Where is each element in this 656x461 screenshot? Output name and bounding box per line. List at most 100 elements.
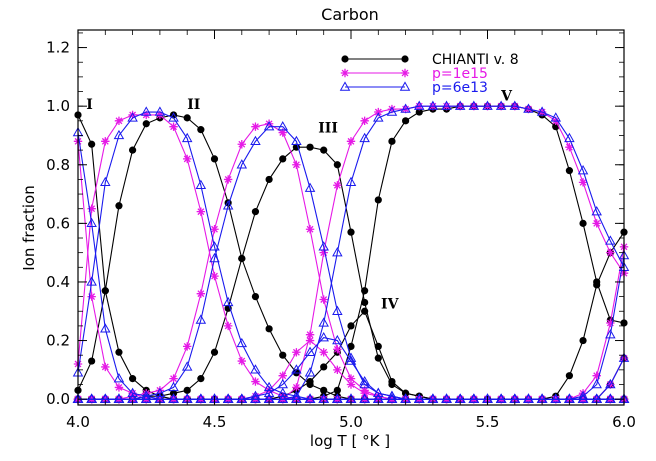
data-point-triangle — [250, 364, 261, 374]
data-point-asterisk — [114, 383, 124, 392]
data-point-asterisk — [196, 207, 206, 216]
data-point-triangle — [605, 329, 616, 339]
data-point-triangle — [495, 393, 507, 403]
data-point-circle — [279, 155, 287, 163]
data-point-asterisk — [346, 380, 356, 389]
data-point-asterisk — [155, 386, 165, 395]
data-point-asterisk — [223, 175, 233, 184]
data-point-asterisk — [592, 219, 601, 228]
ion-stage-label-v: V — [500, 88, 513, 104]
data-point-asterisk — [87, 204, 96, 213]
data-point-triangle — [250, 393, 261, 403]
data-point-triangle — [318, 317, 329, 327]
x-tick-label: 6.0 — [612, 413, 636, 431]
data-point-triangle — [154, 106, 166, 116]
data-point-triangle — [509, 100, 521, 110]
data-point-asterisk — [237, 140, 246, 149]
y-tick-label: 1.2 — [46, 39, 70, 57]
data-point-triangle — [140, 393, 152, 403]
data-point-asterisk — [346, 374, 356, 383]
legend-label: CHIANTI v. 8 — [432, 52, 519, 68]
series-layer — [72, 100, 630, 404]
data-point-triangle — [250, 135, 261, 146]
data-point-triangle — [304, 393, 316, 403]
data-point-asterisk — [223, 321, 233, 331]
data-point-triangle — [236, 159, 248, 169]
data-point-circle — [183, 386, 191, 394]
data-point-circle — [333, 161, 341, 169]
data-point-asterisk — [101, 137, 110, 146]
data-point-triangle — [236, 337, 248, 348]
legend-entry-circle: CHIANTI v. 8 — [341, 52, 519, 68]
data-point-asterisk — [278, 128, 287, 137]
data-point-triangle — [373, 112, 384, 122]
data-point-circle — [374, 354, 382, 362]
data-point-asterisk — [87, 292, 96, 301]
data-point-triangle — [86, 276, 97, 286]
data-point-triangle — [209, 252, 220, 263]
data-point-triangle — [400, 103, 411, 113]
data-point-asterisk — [333, 181, 342, 190]
data-point-asterisk — [183, 154, 192, 164]
data-point-triangle — [332, 305, 343, 315]
data-point-circle — [320, 363, 328, 371]
data-point-triangle — [113, 129, 125, 140]
data-point-asterisk — [101, 362, 110, 372]
x-axis-label: log T [ °K ] — [310, 432, 390, 450]
data-point-asterisk — [606, 318, 615, 328]
x-tick-label: 4.0 — [66, 413, 90, 431]
data-point-triangle — [591, 378, 602, 389]
data-point-circle — [238, 254, 246, 263]
data-point-triangle — [168, 112, 179, 122]
data-point-triangle — [454, 100, 466, 110]
data-point-triangle — [181, 132, 193, 143]
data-point-asterisk — [360, 389, 369, 398]
data-point-circle — [88, 357, 96, 365]
data-point-triangle — [113, 393, 125, 403]
data-point-circle — [347, 228, 355, 236]
data-point-triangle — [222, 393, 234, 403]
data-point-asterisk — [333, 345, 342, 354]
ion-stage-label-i: I — [86, 97, 93, 113]
y-axis-label: Ion fraction — [20, 185, 38, 271]
data-point-triangle — [277, 121, 289, 131]
data-point-triangle — [263, 121, 275, 131]
ion-stage-label-iii: III — [318, 121, 338, 137]
data-point-circle — [402, 389, 410, 397]
data-point-circle — [579, 336, 587, 345]
data-point-circle — [388, 377, 396, 386]
data-point-asterisk — [360, 116, 369, 126]
data-point-circle — [210, 155, 219, 163]
ion-stage-label-iv: IV — [381, 296, 400, 312]
legend-marker-triangle — [399, 81, 411, 91]
data-point-triangle — [345, 176, 357, 187]
data-point-circle — [374, 342, 382, 351]
data-point-asterisk — [251, 122, 260, 131]
data-point-circle — [210, 348, 219, 356]
legend-entry-triangle: p=6e13 — [339, 80, 488, 96]
data-point-triangle — [413, 100, 425, 110]
data-point-asterisk — [196, 289, 206, 298]
data-point-triangle — [495, 100, 507, 110]
data-point-asterisk — [319, 248, 328, 257]
legend-marker-triangle — [339, 81, 351, 91]
data-point-triangle — [100, 323, 111, 333]
data-point-triangle — [86, 393, 97, 403]
data-point-asterisk — [578, 178, 588, 187]
data-point-triangle — [113, 373, 125, 383]
legend-marker-asterisk — [340, 68, 350, 78]
data-point-triangle — [127, 387, 138, 397]
legend-marker-circle — [341, 55, 349, 63]
legend-marker-circle — [401, 55, 409, 63]
data-point-asterisk — [305, 330, 315, 339]
data-point-triangle — [605, 235, 616, 245]
data-point-circle — [101, 287, 109, 295]
data-point-circle — [306, 377, 314, 386]
data-point-triangle — [222, 296, 234, 307]
data-point-circle — [183, 114, 191, 122]
data-point-triangle — [577, 165, 589, 175]
data-point-triangle — [222, 200, 234, 210]
data-point-circle — [265, 175, 273, 184]
data-point-triangle — [550, 393, 562, 403]
data-point-triangle — [277, 393, 289, 403]
